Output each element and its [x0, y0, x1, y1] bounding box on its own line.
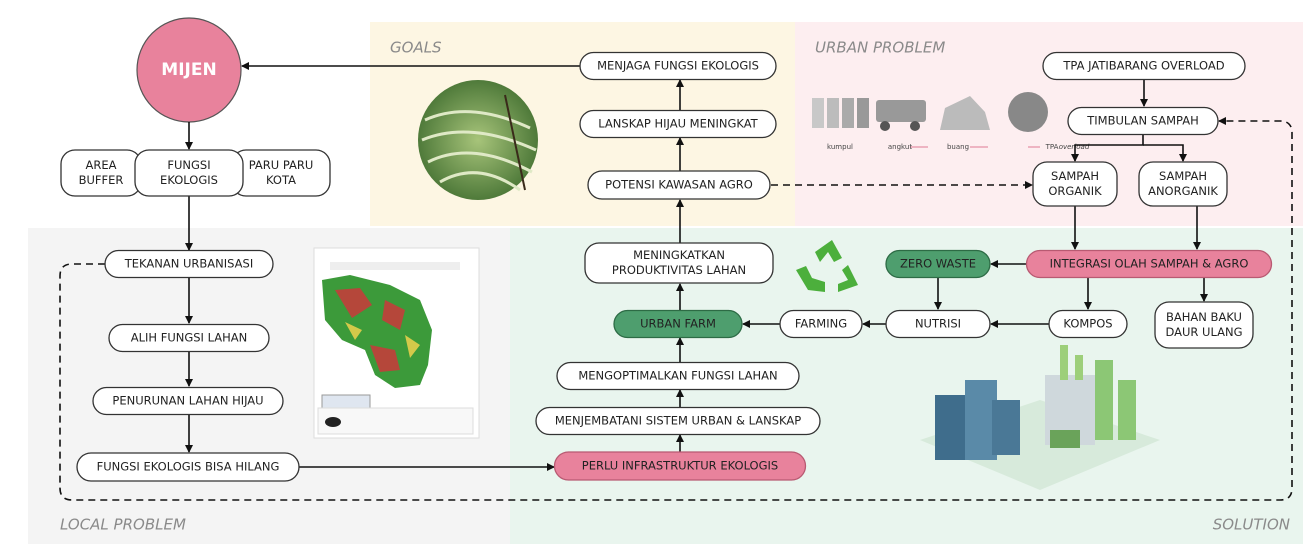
node-label: URBAN FARM — [640, 317, 716, 331]
node-label: PARU PARU — [249, 158, 314, 172]
node-label: FUNGSI — [167, 158, 210, 172]
process-label: kumpul — [827, 143, 853, 151]
node-label: ZERO WASTE — [900, 257, 976, 271]
node-label: PERLU INFRASTRUKTUR EKOLOGIS — [582, 459, 778, 473]
process-label: TPA — [1045, 143, 1059, 151]
node-label: FARMING — [795, 317, 847, 331]
node-label: TPA JATIBARANG OVERLOAD — [1062, 59, 1224, 73]
node-label: KOMPOS — [1063, 317, 1112, 331]
node-label: FUNGSI EKOLOGIS BISA HILANG — [97, 460, 280, 474]
node-label: MENINGKATKAN — [633, 248, 725, 262]
process-label: buang — [947, 143, 969, 151]
node-label: NUTRISI — [915, 317, 961, 331]
region-label: LOCAL PROBLEM — [60, 516, 186, 534]
process-label: angkut — [888, 143, 912, 151]
node-label: SAMPAH — [1051, 169, 1099, 183]
node-label: AREA — [86, 158, 117, 172]
node-label: DAUR ULANG — [1165, 325, 1242, 339]
node-label: ALIH FUNGSI LAHAN — [131, 331, 248, 345]
node-label: LANSKAP HIJAU MENINGKAT — [598, 117, 758, 131]
node-label: MENJAGA FUNGSI EKOLOGIS — [597, 59, 759, 73]
node-label: INTEGRASI OLAH SAMPAH & AGRO — [1050, 257, 1249, 271]
node-label: KOTA — [266, 173, 296, 187]
node-label: TIMBULAN SAMPAH — [1086, 114, 1198, 128]
mijen-label: MIJEN — [161, 60, 216, 80]
region-label: URBAN PROBLEM — [815, 39, 945, 57]
node-label: PRODUKTIVITAS LAHAN — [612, 263, 746, 277]
diagram: GOALS URBAN PROBLEM LOCAL PROBLEM SOLUTI… — [0, 0, 1308, 544]
rice-field-photo — [418, 80, 538, 200]
node-label: ANORGANIK — [1148, 184, 1218, 198]
map-image — [314, 248, 479, 438]
node-label: PENURUNAN LAHAN HIJAU — [112, 394, 263, 408]
node-label: MENGOPTIMALKAN FUNGSI LAHAN — [578, 369, 777, 383]
node-label: BAHAN BAKU — [1166, 310, 1242, 324]
region-label: SOLUTION — [1213, 516, 1290, 534]
node-label: ORGANIK — [1048, 184, 1102, 198]
node-label: EKOLOGIS — [160, 173, 218, 187]
region-label: GOALS — [390, 39, 442, 57]
node-label: BUFFER — [79, 173, 124, 187]
node-label: MENJEMBATANI SISTEM URBAN & LANSKAP — [555, 414, 801, 428]
node-label: TEKANAN URBANISASI — [124, 257, 253, 271]
node-label: POTENSI KAWASAN AGRO — [605, 178, 753, 192]
node-label: SAMPAH — [1159, 169, 1207, 183]
